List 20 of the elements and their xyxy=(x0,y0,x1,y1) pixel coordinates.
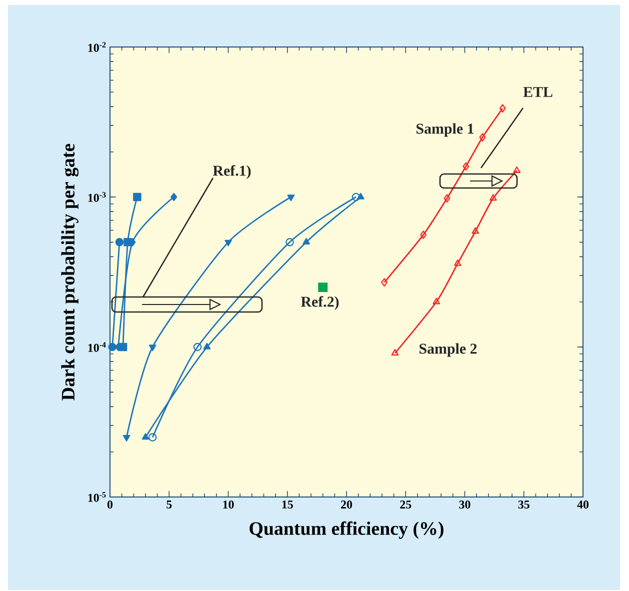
series-label: Sample 2 xyxy=(420,343,477,357)
x-tick-label: 5 xyxy=(166,500,172,508)
x-tick-label: 0 xyxy=(107,500,113,509)
annotation: ETL xyxy=(523,87,552,97)
y-tick-label: 10$^{-5}$ xyxy=(88,492,106,502)
x-tick-label: 20 xyxy=(341,500,352,509)
x-axis-title: Quantum efficiency (%) xyxy=(250,521,444,539)
series-label: Ref.2) xyxy=(300,296,339,310)
x-tick-label: 25 xyxy=(400,500,412,509)
x-tick-label: 30 xyxy=(459,500,470,509)
x-tick-label: 35 xyxy=(518,500,530,509)
x-tick-label: 10 xyxy=(223,500,234,509)
series-label: Sample 1 xyxy=(416,123,474,137)
y-tick-label: 10$^{-3}$ xyxy=(88,192,106,202)
y-tick-label: 10$^{-2}$ xyxy=(88,42,106,52)
annotation: Ref.1) xyxy=(212,165,251,179)
x-tick-label: 15 xyxy=(282,500,293,509)
y-axis-title: Dark count probability per gate xyxy=(61,144,79,400)
y-tick-label: 10$^{-4}$ xyxy=(88,342,106,352)
x-tick-label: 40 xyxy=(577,500,589,509)
